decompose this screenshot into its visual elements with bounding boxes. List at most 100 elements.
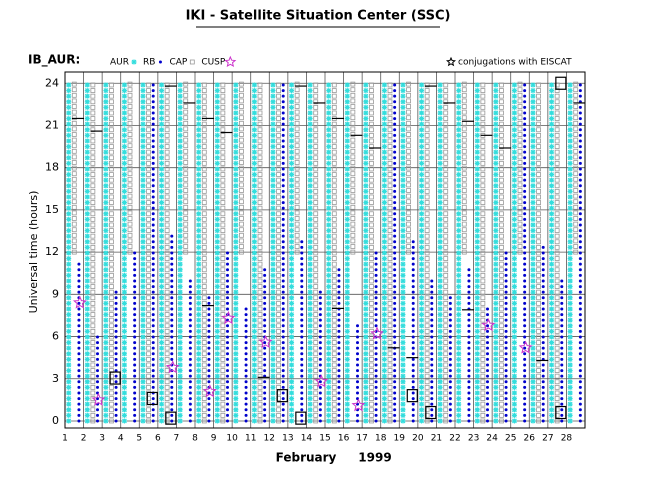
cap-symbol [461,244,467,249]
cap-symbol [461,193,467,199]
cap-symbol [313,233,319,239]
cap-symbol [313,228,319,233]
aur-symbol [84,233,90,239]
rb-symbol [356,363,359,367]
cap-symbol [220,82,226,88]
aur-symbol [214,351,220,357]
cap-symbol [201,222,207,228]
cap-symbol [239,115,244,121]
rb-symbol [578,111,582,115]
cap-symbol [201,149,207,155]
aur-symbol [567,278,573,284]
aur-symbol [159,351,165,357]
region-range [183,81,189,255]
aur-symbol [437,351,443,357]
cap-symbol [164,160,170,166]
cap-symbol [239,132,244,137]
aur-symbol [270,121,276,127]
rb-symbol [504,313,508,317]
rb-symbol [523,301,527,305]
aur-symbol [103,166,109,172]
aur-symbol [177,418,183,424]
aur-symbol [84,93,90,99]
aur-symbol [474,166,480,172]
aur-symbol [233,177,239,183]
aur-symbol [493,228,499,234]
cap-symbol [424,334,430,340]
aur-symbol [84,272,90,278]
aur-symbol [437,384,443,390]
aur-symbol [437,340,443,346]
aur-symbol [251,278,257,284]
rb-symbol [77,307,81,311]
rb-symbol [77,290,81,294]
rb-symbol [281,385,285,389]
rb-symbol [393,229,397,233]
cap-symbol [554,233,560,239]
rb-symbol [486,385,489,389]
cap-symbol [239,98,244,104]
cap-symbol [257,211,263,217]
cap-symbol [387,200,393,205]
aur-symbol [121,368,127,374]
cap-symbol [294,165,300,171]
rb-symbol [151,173,155,177]
aur-symbol [251,340,257,346]
rb-symbol [226,262,229,266]
rb-symbol [560,369,564,373]
cap-symbol [424,239,430,245]
aur-symbol [307,183,313,189]
aur-symbol [214,216,220,222]
aur-symbol [363,278,369,284]
rb-symbol [170,402,174,406]
rb-symbol [523,234,527,238]
aur-symbol [177,261,183,267]
aur-symbol [307,144,313,150]
cap-symbol [313,412,319,418]
cap-symbol [220,228,226,233]
rb-symbol [96,369,99,373]
cap-symbol [90,188,96,194]
rb-symbol [263,324,267,328]
cap-symbol [443,351,449,357]
cap-symbol [127,143,133,149]
aur-symbol [214,183,220,189]
aur-symbol [196,340,202,346]
rb-symbol [170,285,174,289]
cap-symbol [554,345,560,351]
cap-symbol [369,116,374,121]
cap-symbol [499,244,504,250]
aur-symbol [66,379,72,385]
cap-symbol [554,328,560,334]
aur-symbol [400,93,406,99]
cap-symbol [313,200,319,205]
cap-symbol [220,155,226,161]
cap-symbol [387,160,393,166]
aur-symbol [511,127,517,133]
cap-symbol [257,306,263,312]
aur-symbol [456,328,462,334]
aur-symbol [159,284,165,290]
aur-symbol [456,110,462,116]
cap-symbol [183,238,189,244]
rb-symbol [188,301,192,305]
rb-symbol [77,285,81,289]
cap-symbol [536,194,541,200]
cap-symbol [90,99,96,105]
aur-symbol [140,418,146,424]
rb-symbol [541,380,545,384]
cap-symbol [313,323,319,329]
aur-symbol [474,412,480,418]
cap-symbol [276,390,281,396]
aur-symbol [289,194,295,200]
region-range [331,82,337,424]
aur-symbol [251,110,257,116]
aur-symbol [493,188,499,194]
rb-symbol [300,313,304,317]
cap-symbol [554,390,560,396]
rb-symbol [393,363,397,367]
cap-symbol [461,232,467,238]
rb-symbol [337,380,341,384]
aur-symbol [419,323,425,329]
cap-symbol [220,407,226,413]
